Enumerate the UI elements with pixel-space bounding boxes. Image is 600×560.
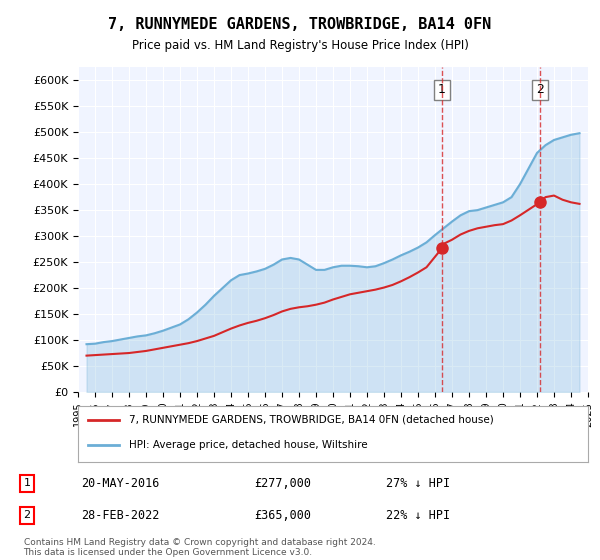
Text: £277,000: £277,000 (254, 477, 311, 490)
Text: 7, RUNNYMEDE GARDENS, TROWBRIDGE, BA14 0FN: 7, RUNNYMEDE GARDENS, TROWBRIDGE, BA14 0… (109, 17, 491, 32)
Text: 7, RUNNYMEDE GARDENS, TROWBRIDGE, BA14 0FN (detached house): 7, RUNNYMEDE GARDENS, TROWBRIDGE, BA14 0… (129, 415, 494, 425)
Text: Contains HM Land Registry data © Crown copyright and database right 2024.
This d: Contains HM Land Registry data © Crown c… (23, 538, 375, 557)
Text: 20-MAY-2016: 20-MAY-2016 (81, 477, 160, 490)
Text: 28-FEB-2022: 28-FEB-2022 (81, 509, 160, 522)
Text: 1: 1 (23, 478, 31, 488)
Text: 1: 1 (438, 83, 446, 96)
Text: 27% ↓ HPI: 27% ↓ HPI (386, 477, 451, 490)
Text: 2: 2 (23, 510, 31, 520)
Text: £365,000: £365,000 (254, 509, 311, 522)
Text: 2: 2 (536, 83, 544, 96)
Text: 22% ↓ HPI: 22% ↓ HPI (386, 509, 451, 522)
Text: Price paid vs. HM Land Registry's House Price Index (HPI): Price paid vs. HM Land Registry's House … (131, 39, 469, 52)
Text: HPI: Average price, detached house, Wiltshire: HPI: Average price, detached house, Wilt… (129, 440, 368, 450)
